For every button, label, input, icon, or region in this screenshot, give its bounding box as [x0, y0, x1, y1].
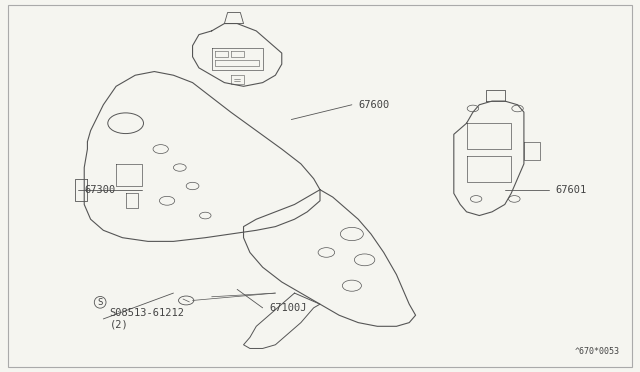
- Text: 67100J: 67100J: [269, 303, 307, 313]
- Text: S08513-61212
(2): S08513-61212 (2): [109, 308, 185, 330]
- Text: S: S: [97, 298, 103, 307]
- Text: ^670*0053: ^670*0053: [575, 347, 620, 356]
- Text: 67300: 67300: [84, 185, 115, 195]
- Text: 67600: 67600: [358, 100, 390, 110]
- Text: 67601: 67601: [556, 185, 587, 195]
